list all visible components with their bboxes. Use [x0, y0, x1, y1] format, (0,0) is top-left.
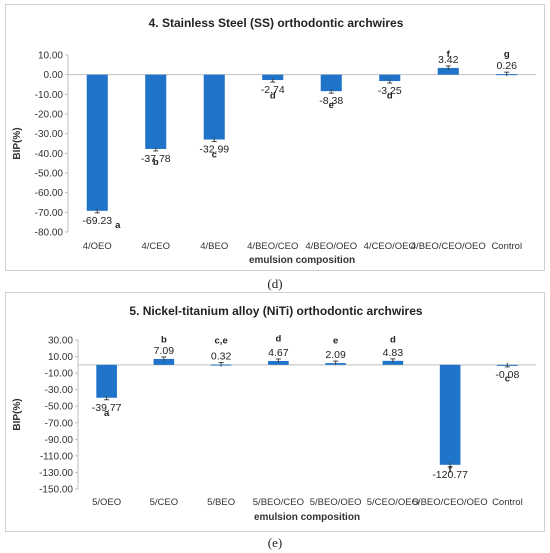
- y-tick-label: -10.00: [45, 369, 74, 380]
- significance-letter: f: [447, 49, 451, 60]
- y-tick-label: -80.00: [35, 228, 64, 239]
- category-label: 4/BEO: [200, 241, 228, 252]
- chart-ss-archwires: 4. Stainless Steel (SS) orthodontic arch…: [12, 16, 536, 266]
- x-axis-label: emulsion composition: [249, 255, 355, 266]
- bar-4/BEO: [203, 74, 225, 140]
- significance-letter: g: [504, 49, 510, 60]
- bar-4/BEO/CEO/OEO: [437, 67, 459, 75]
- data-label: 4.83: [383, 347, 404, 359]
- category-label: 4/BEO/CEO: [247, 241, 298, 252]
- significance-letter: d: [390, 334, 396, 345]
- category-label: 5/BEO/CEO: [253, 497, 304, 508]
- chart-title: 5. Nickel-titanium alloy (NiTi) orthodon…: [129, 304, 422, 318]
- chart-panel-e: 5. Nickel-titanium alloy (NiTi) orthodon…: [5, 292, 545, 532]
- y-tick-label: -70.00: [45, 418, 74, 429]
- category-label: 5/OEO: [92, 497, 121, 508]
- data-label: -37.78: [141, 153, 171, 165]
- data-label: -3.25: [378, 85, 402, 97]
- y-axis-label: BIP(%): [12, 398, 23, 430]
- category-label: 4/BEO/OEO: [305, 241, 357, 252]
- significance-letter: a: [115, 220, 121, 231]
- y-tick-label: 30.00: [48, 336, 73, 347]
- category-label: 4/CEO: [141, 241, 170, 252]
- bar-4/OEO: [86, 74, 108, 211]
- data-label: 3.42: [438, 54, 459, 66]
- data-label: -32.99: [199, 144, 229, 156]
- y-tick-label: -130.00: [39, 468, 73, 479]
- bar-4/BEO/CEO: [262, 74, 284, 81]
- category-label: 4/BEO/CEO/OEO: [411, 241, 486, 252]
- y-tick-label: -10.00: [35, 90, 64, 101]
- significance-letter: c: [212, 149, 217, 160]
- significance-letter: d: [387, 90, 393, 101]
- y-tick-label: 0.00: [44, 70, 64, 81]
- bar-4/BEO/OEO: [320, 74, 342, 92]
- category-label: 4/OEO: [83, 241, 112, 252]
- significance-letter: a: [104, 408, 110, 419]
- y-tick-label: -40.00: [35, 149, 64, 160]
- y-tick-label: -50.00: [35, 169, 64, 180]
- y-tick-label: -30.00: [45, 385, 74, 396]
- significance-letter: d: [275, 334, 281, 345]
- category-label: 5/BEO/OEO: [310, 497, 362, 508]
- data-label: 2.09: [325, 349, 346, 361]
- y-tick-label: -90.00: [45, 435, 74, 446]
- y-tick-label: -50.00: [45, 402, 74, 413]
- significance-letter: c,e: [215, 335, 228, 346]
- caption-d: (d): [267, 276, 283, 291]
- y-tick-label: -70.00: [35, 208, 64, 219]
- significance-letter: d: [270, 90, 276, 101]
- category-label: Control: [491, 241, 522, 252]
- data-label: -2.74: [261, 84, 285, 96]
- data-label: 0.26: [497, 60, 518, 72]
- category-label: Control: [492, 497, 523, 508]
- data-label: -39.77: [92, 402, 122, 414]
- significance-letter: f: [449, 464, 453, 475]
- y-tick-label: -60.00: [35, 188, 64, 199]
- chart-title: 4. Stainless Steel (SS) orthodontic arch…: [149, 16, 404, 30]
- significance-letter: c: [505, 373, 510, 384]
- data-label: 0.32: [211, 351, 232, 363]
- y-axis-label: BIP(%): [12, 127, 23, 159]
- category-label: 4/CEO/OEO: [364, 241, 416, 252]
- data-label: -0.08: [495, 369, 519, 381]
- data-label: 4.67: [268, 347, 289, 359]
- y-tick-label: -30.00: [35, 129, 64, 140]
- chart-niti-archwires: 5. Nickel-titanium alloy (NiTi) orthodon…: [12, 304, 536, 523]
- category-label: 5/CEO/OEO: [367, 497, 419, 508]
- bar-5/BEO/CEO/OEO: [439, 364, 461, 465]
- y-tick-label: -110.00: [40, 451, 74, 462]
- category-label: 5/BEO: [207, 497, 235, 508]
- y-tick-label: -150.00: [39, 485, 73, 496]
- y-tick-label: 10.00: [48, 352, 73, 363]
- significance-letter: b: [153, 157, 159, 168]
- data-label: 7.09: [154, 345, 175, 357]
- chart-panel-d: 4. Stainless Steel (SS) orthodontic arch…: [5, 4, 545, 271]
- category-label: 5/CEO: [150, 497, 179, 508]
- x-axis-label: emulsion composition: [254, 512, 360, 523]
- bar-4/CEO/OEO: [379, 74, 401, 82]
- significance-letter: e: [329, 100, 334, 111]
- caption-e: (e): [267, 535, 283, 550]
- significance-letter: b: [161, 334, 167, 345]
- data-label: -120.77: [432, 469, 468, 481]
- category-label: 5/BEO/CEO/OEO: [413, 497, 488, 508]
- significance-letter: e: [333, 335, 338, 346]
- bar-4/CEO: [145, 74, 167, 149]
- bar-5/CEO: [153, 358, 175, 365]
- bar-5/OEO: [96, 364, 117, 398]
- data-label: -69.23: [82, 215, 112, 227]
- data-label: -8.38: [319, 95, 343, 107]
- y-tick-label: -20.00: [35, 110, 64, 121]
- y-tick-label: 10.00: [38, 51, 63, 62]
